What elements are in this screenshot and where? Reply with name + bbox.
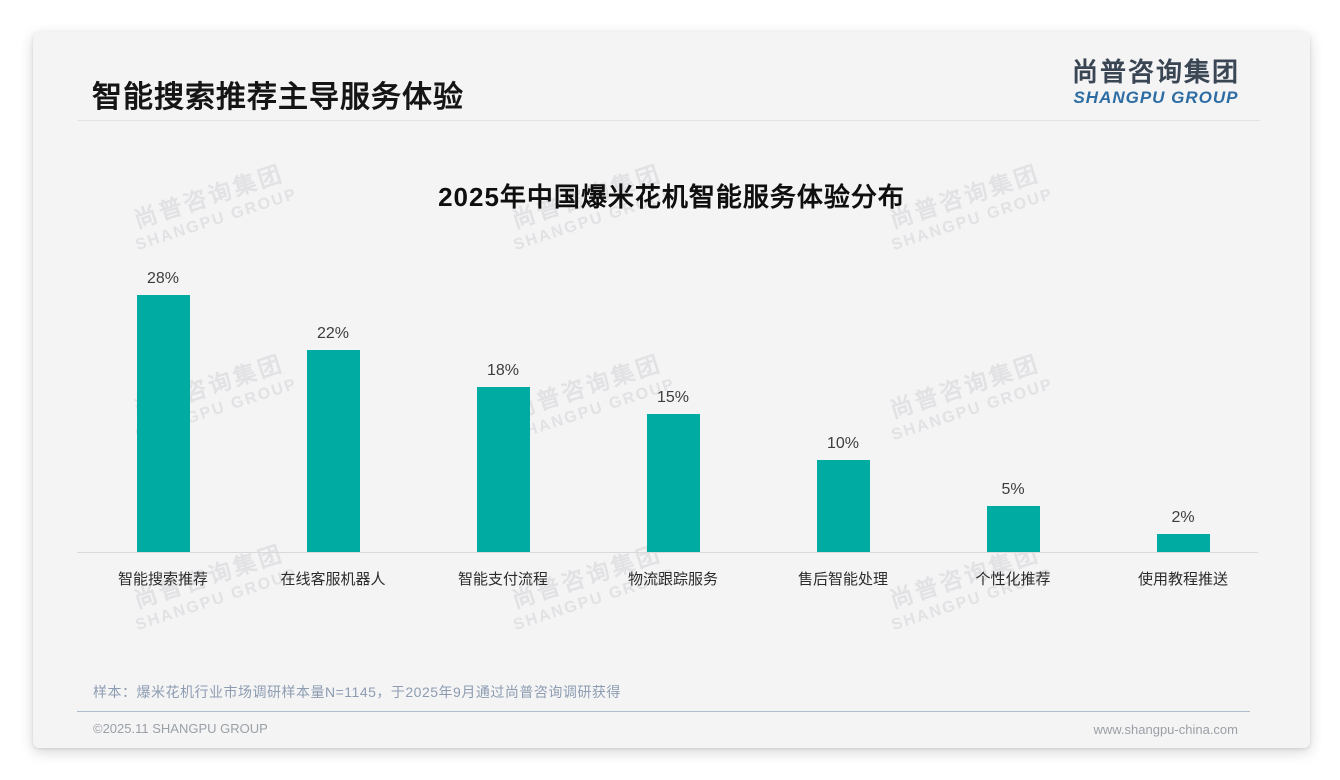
report-slide-card: 尚普咨询集团 SHANGPU GROUP 尚普咨询集团 SHANGPU GROUP 尚普… (33, 32, 1310, 748)
bar-slot: 10% (758, 435, 928, 552)
bar-slot: 15% (588, 389, 758, 552)
category-label: 智能支付流程 (457, 571, 548, 588)
bar-slot: 28% (78, 270, 248, 552)
category-label: 个性化推荐 (975, 571, 1051, 588)
category-label: 使用教程推送 (1137, 571, 1228, 588)
footer-divider (77, 711, 1250, 712)
bar-slot: 22% (248, 325, 418, 552)
company-logo: 尚普咨询集团 SHANGPU GROUP (1071, 57, 1240, 108)
bar-value-label: 5% (1001, 481, 1025, 498)
bar-value-label: 22% (316, 325, 350, 342)
category-label: 物流跟踪服务 (627, 571, 718, 588)
chart-plot-area: 28% 22% 18% 15% 10% 5% 2% (78, 32, 1268, 552)
bar (136, 295, 190, 552)
footer-copyright: ©2025.11 SHANGPU GROUP (93, 721, 268, 736)
sample-footnote: 样本：爆米花机行业市场调研样本量N=1145，于2025年9月通过尚普咨询调研获… (93, 684, 621, 700)
bar (646, 414, 700, 552)
bar-value-label: 28% (146, 270, 180, 287)
bar-slot: 2% (1098, 509, 1268, 552)
bar (986, 506, 1040, 552)
x-axis-category-labels: 智能搜索推荐 在线客服机器人 智能支付流程 物流跟踪服务 售后智能处理 个性化推荐 使用教程… (78, 568, 1268, 589)
header-divider (77, 120, 1260, 121)
bar-value-label: 10% (826, 435, 860, 452)
bar-slot: 5% (928, 481, 1098, 552)
chart-title: 2025年中国爆米花机智能服务体验分布 (438, 182, 905, 212)
logo-english-text: SHANGPU GROUP (1073, 87, 1239, 107)
category-label: 智能搜索推荐 (117, 571, 208, 588)
x-axis-line (77, 552, 1258, 553)
bar-value-label: 15% (656, 389, 690, 406)
page-title: 智能搜索推荐主导服务体验 (92, 81, 464, 114)
footer-website-url: www.shangpu-china.com (1093, 722, 1238, 737)
logo-chinese-text: 尚普咨询集团 (1071, 57, 1240, 87)
bar (816, 460, 870, 552)
bar-value-label: 2% (1171, 509, 1195, 526)
category-label: 售后智能处理 (797, 571, 888, 588)
bar (476, 387, 530, 552)
bar-slot: 18% (418, 362, 588, 552)
bar (306, 350, 360, 552)
bar (1156, 534, 1210, 552)
category-label: 在线客服机器人 (280, 571, 386, 588)
bar-value-label: 18% (486, 362, 520, 379)
